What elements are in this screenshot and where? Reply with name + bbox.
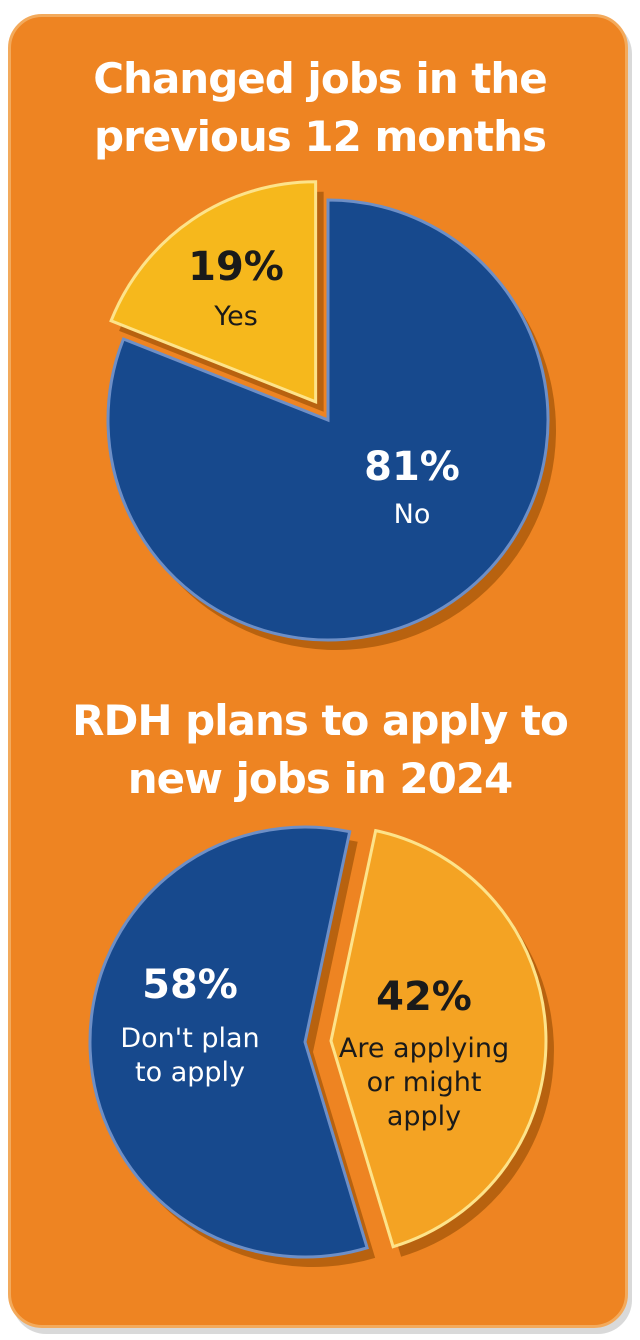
chart1-title: Changed jobs in the previous 12 months — [0, 50, 640, 166]
dont-plan-slice — [88, 825, 370, 1259]
yes-slice — [109, 180, 318, 405]
chart2-title-line2: new jobs in 2024 — [127, 754, 514, 803]
chart1-title-line2: previous 12 months — [94, 112, 547, 161]
applying-percent-label: 42% — [376, 974, 472, 1020]
no-label: No — [394, 499, 431, 530]
chart1-pie: 19% Yes 81% No — [106, 180, 556, 650]
applying-slice — [329, 828, 548, 1249]
no-percent-label: 81% — [364, 444, 460, 490]
dont-plan-label-line1: Don't plan — [120, 1023, 259, 1054]
yes-label: Yes — [213, 301, 258, 332]
chart1-title-line1: Changed jobs in the — [93, 54, 548, 103]
chart2-title-line1: RDH plans to apply to — [72, 696, 569, 745]
applying-label-line1: Are applying — [339, 1033, 509, 1064]
yes-percent-label: 19% — [188, 244, 284, 290]
chart2-title: RDH plans to apply to new jobs in 2024 — [0, 692, 640, 808]
dont-plan-label-line2: to apply — [135, 1057, 245, 1088]
applying-label-line2: or might — [367, 1067, 482, 1098]
chart2-pie: 58% Don't plan to apply 42% Are applying… — [88, 825, 554, 1267]
applying-label-line3: apply — [387, 1101, 461, 1132]
dont-plan-percent-label: 58% — [142, 962, 238, 1008]
no-slice — [106, 198, 550, 642]
